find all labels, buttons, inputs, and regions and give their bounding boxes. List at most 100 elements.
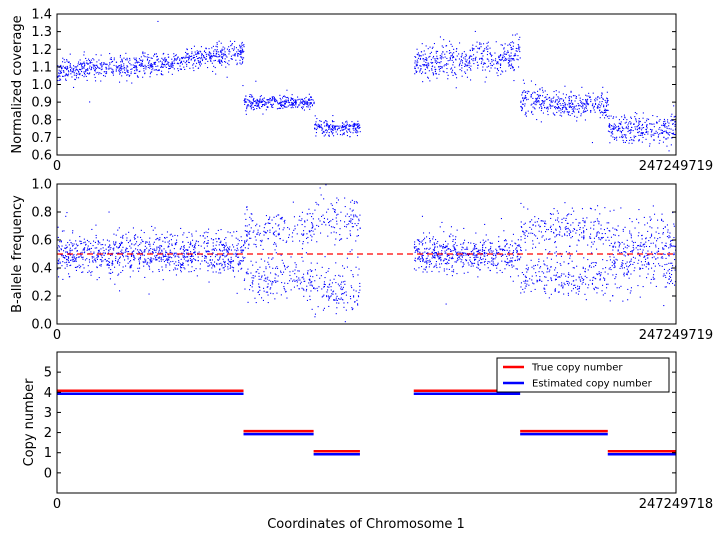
coverage-point	[633, 123, 635, 125]
coverage-point	[143, 55, 145, 57]
coverage-point	[484, 69, 486, 71]
coverage-point	[514, 54, 516, 56]
coverage-point	[349, 125, 351, 127]
baf-point	[248, 224, 250, 226]
coverage-point	[124, 69, 126, 71]
baf-point	[418, 256, 420, 258]
coverage-point	[605, 105, 607, 107]
coverage-point	[334, 129, 336, 131]
coverage-point	[595, 102, 597, 104]
coverage-point	[638, 131, 640, 133]
coverage-point	[509, 64, 511, 66]
coverage-point	[674, 134, 676, 136]
baf-point	[570, 237, 572, 239]
coverage-point	[83, 67, 85, 69]
baf-point	[418, 243, 420, 245]
coverage-point	[303, 104, 305, 106]
baf-point	[149, 259, 151, 261]
coverage-point	[601, 101, 603, 103]
baf-point	[182, 256, 184, 258]
baf-point	[111, 262, 113, 264]
coverage-point	[479, 47, 481, 49]
coverage-point	[622, 130, 624, 132]
baf-point	[467, 262, 469, 264]
coverage-point	[67, 61, 69, 63]
baf-point	[418, 256, 420, 258]
baf-point	[265, 232, 267, 234]
baf-point	[494, 264, 496, 266]
coverage-point	[465, 72, 467, 74]
baf-point	[513, 250, 515, 252]
coverage-point	[451, 45, 453, 47]
baf-point	[277, 214, 279, 216]
coverage-point	[539, 94, 541, 96]
coverage-point	[612, 127, 614, 129]
baf-point	[87, 249, 89, 251]
baf-point	[58, 258, 60, 260]
coverage-point	[642, 123, 644, 125]
coverage-point	[147, 54, 149, 56]
coverage-point	[266, 106, 268, 108]
coverage-point	[58, 72, 60, 74]
coverage-point	[164, 57, 166, 59]
coverage-point	[66, 59, 68, 61]
baf-point	[536, 221, 538, 223]
baf-point	[443, 259, 445, 261]
baf-point	[334, 211, 336, 213]
baf-point	[456, 245, 458, 247]
baf-point	[75, 243, 77, 245]
coverage-point	[253, 98, 255, 100]
coverage-point	[567, 104, 569, 106]
coverage-point	[581, 106, 583, 108]
coverage-point	[237, 55, 239, 57]
coverage-point	[142, 76, 144, 78]
coverage-point	[352, 126, 354, 128]
coverage-point	[196, 53, 198, 55]
coverage-point	[332, 126, 334, 128]
coverage-point	[479, 57, 481, 59]
baf-point	[607, 283, 609, 285]
baf-point	[604, 271, 606, 273]
coverage-point	[62, 75, 64, 77]
coverage-point	[511, 48, 513, 50]
baf-point	[89, 248, 91, 250]
coverage-point	[673, 105, 675, 107]
coverage-point	[120, 61, 122, 63]
coverage-point	[309, 103, 311, 105]
coverage-point	[209, 58, 211, 60]
baf-point	[67, 242, 69, 244]
coverage-point	[555, 108, 557, 110]
baf-point	[265, 215, 267, 217]
coverage-point	[356, 130, 358, 132]
baf-point	[68, 256, 70, 258]
coverage-point	[538, 95, 540, 97]
baf-point	[472, 248, 474, 250]
coverage-point	[424, 68, 426, 70]
coverage-point	[414, 67, 416, 69]
coverage-point	[488, 65, 490, 67]
coverage-point	[623, 134, 625, 136]
coverage-point	[417, 61, 419, 63]
baf-point	[130, 266, 132, 268]
baf-point	[79, 267, 81, 269]
coverage-point	[603, 112, 605, 114]
coverage-point	[68, 61, 70, 63]
baf-point	[165, 255, 167, 257]
baf-point	[76, 254, 78, 256]
baf-point	[121, 252, 123, 254]
coverage-point	[472, 49, 474, 51]
coverage-point	[79, 68, 81, 70]
baf-point	[516, 249, 518, 251]
baf-point	[446, 249, 448, 251]
coverage-point	[135, 66, 137, 68]
baf-point	[168, 246, 170, 248]
baf-point	[445, 303, 447, 305]
y-tick-label: 1.4	[31, 8, 52, 23]
coverage-point	[540, 105, 542, 107]
coverage-point	[317, 123, 319, 125]
coverage-point	[167, 56, 169, 58]
coverage-point	[284, 102, 286, 104]
baf-point	[227, 268, 229, 270]
coverage-point	[469, 62, 471, 64]
baf-point	[275, 267, 277, 269]
